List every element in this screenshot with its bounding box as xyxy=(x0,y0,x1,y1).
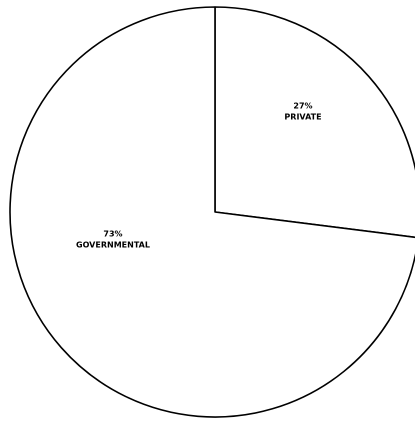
slice-label: GOVERNMENTAL xyxy=(76,241,150,250)
pie-slice xyxy=(9,6,415,418)
pie xyxy=(9,6,415,418)
slice-label: PRIVATE xyxy=(284,113,321,122)
slice-value-label: 27% xyxy=(293,102,312,111)
slice-value-label: 73% xyxy=(103,230,122,239)
pie-slice xyxy=(214,6,415,239)
